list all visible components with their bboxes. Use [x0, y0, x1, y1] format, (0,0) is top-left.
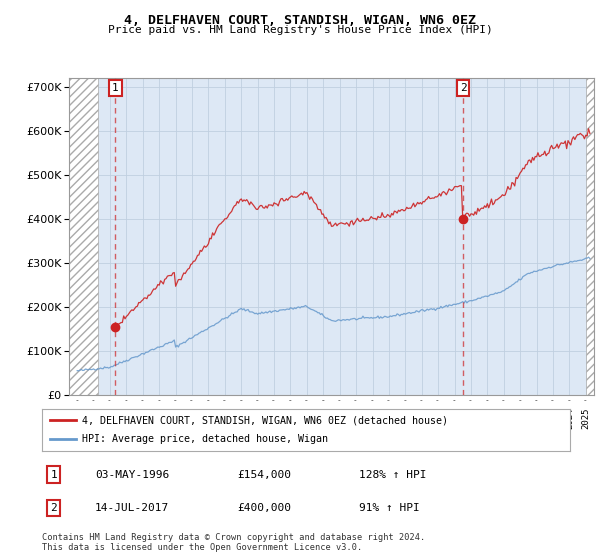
Text: 2017: 2017	[450, 408, 459, 429]
Text: 2020: 2020	[499, 408, 508, 429]
Text: 128% ↑ HPI: 128% ↑ HPI	[359, 470, 426, 479]
Text: 2018: 2018	[466, 408, 475, 429]
Text: 14-JUL-2017: 14-JUL-2017	[95, 503, 169, 513]
Text: 2016: 2016	[434, 408, 443, 429]
Text: 2023: 2023	[548, 408, 557, 429]
Text: 1998: 1998	[139, 408, 148, 429]
Text: 2011: 2011	[352, 408, 361, 429]
Bar	[586, 78, 594, 395]
Text: 2005: 2005	[253, 408, 262, 429]
Bar	[69, 78, 98, 395]
Text: HPI: Average price, detached house, Wigan: HPI: Average price, detached house, Wiga…	[82, 435, 328, 445]
Text: 2004: 2004	[237, 408, 246, 429]
Text: 2012: 2012	[368, 408, 377, 429]
Text: 1: 1	[50, 470, 57, 479]
Text: 2001: 2001	[188, 408, 197, 429]
Text: Contains HM Land Registry data © Crown copyright and database right 2024.: Contains HM Land Registry data © Crown c…	[42, 533, 425, 542]
Text: This data is licensed under the Open Government Licence v3.0.: This data is licensed under the Open Gov…	[42, 543, 362, 552]
Text: 2006: 2006	[269, 408, 278, 429]
Text: 2010: 2010	[335, 408, 344, 429]
Text: 1995: 1995	[89, 408, 98, 429]
Text: 2009: 2009	[319, 408, 328, 429]
Text: 2003: 2003	[220, 408, 229, 429]
Text: £154,000: £154,000	[238, 470, 292, 479]
Text: 1999: 1999	[155, 408, 164, 429]
Text: 91% ↑ HPI: 91% ↑ HPI	[359, 503, 419, 513]
Text: 03-MAY-1996: 03-MAY-1996	[95, 470, 169, 479]
Text: 2019: 2019	[483, 408, 492, 429]
Text: 2024: 2024	[565, 408, 574, 429]
Text: 1994: 1994	[73, 408, 82, 429]
Text: 2021: 2021	[515, 408, 524, 429]
Text: 2014: 2014	[401, 408, 410, 429]
Text: 2022: 2022	[532, 408, 541, 429]
Text: 2: 2	[460, 83, 467, 93]
Text: 1997: 1997	[122, 408, 131, 429]
Text: 2: 2	[50, 503, 57, 513]
Text: 2015: 2015	[417, 408, 426, 429]
Text: 1: 1	[112, 83, 119, 93]
Text: 4, DELFHAVEN COURT, STANDISH, WIGAN, WN6 0EZ: 4, DELFHAVEN COURT, STANDISH, WIGAN, WN6…	[124, 14, 476, 27]
Text: 2008: 2008	[302, 408, 311, 429]
Text: 2013: 2013	[385, 408, 394, 429]
Text: 4, DELFHAVEN COURT, STANDISH, WIGAN, WN6 0EZ (detached house): 4, DELFHAVEN COURT, STANDISH, WIGAN, WN6…	[82, 415, 448, 425]
Text: 2000: 2000	[171, 408, 180, 429]
Text: 2002: 2002	[204, 408, 213, 429]
Text: Price paid vs. HM Land Registry's House Price Index (HPI): Price paid vs. HM Land Registry's House …	[107, 25, 493, 35]
Text: £400,000: £400,000	[238, 503, 292, 513]
Text: 1996: 1996	[106, 408, 115, 429]
Text: 2007: 2007	[286, 408, 295, 429]
Text: 2025: 2025	[581, 408, 590, 429]
